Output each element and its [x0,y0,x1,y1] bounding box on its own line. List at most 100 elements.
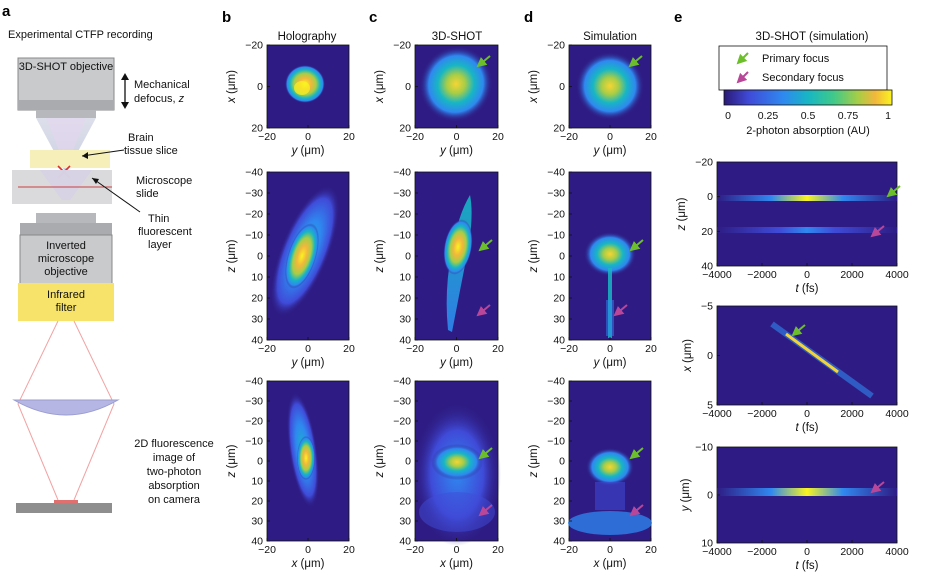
x-tick-label: −20 [258,544,276,556]
x-tick-label: 20 [343,544,355,556]
legend-primary: Primary focus [762,53,830,65]
y-tick-label: −20 [695,157,713,169]
x-axis-label: y (μm) [291,357,325,369]
panel-a-schematic: Experimental CTFP recording 3D-SHOT obje… [8,29,214,513]
axes-layer: −20 0 20 −20 0 20 y (μm) x (μm) −20 0 20 −20 0 20 y (μ… [226,40,909,573]
y-tick-label: 0 [405,251,411,263]
y-tick-label: −40 [547,376,565,388]
panel-letter-c: c [369,9,377,26]
holography-yz-focus [285,223,319,289]
x-axis-label: y (μm) [439,357,473,369]
camera-sensor [16,503,112,513]
colorbar-tick-label: 1 [885,110,891,122]
x-axis-label: x (μm) [291,558,325,570]
y-tick-label: 0 [257,81,263,93]
y-tick-label: −20 [245,416,263,428]
x-tick-label: 0 [804,408,810,420]
y-tick-label: −5 [701,301,713,313]
e3-secondary-arrow-icon [870,481,885,494]
plot-e-tx-axes: −4000 −2000 0 2000 4000 −5 0 5 t (fs) x (μm) [682,301,909,435]
c1-primary-arrow-icon [476,55,491,68]
infrared-filter-label: Infrared filter [47,289,85,314]
y-tick-label: 0 [559,81,565,93]
y-tick-label: 20 [251,496,263,508]
x-tick-label: −20 [406,544,424,556]
plot-e-ty [716,446,898,544]
colorbar-tick-label: 0.25 [758,110,779,122]
plot-d-xz [568,380,652,542]
plot-e-tz-axes: −4000 −2000 0 2000 4000 −20 0 20 40 t (fs) z (μm) [676,157,909,296]
x-tick-label: −4000 [702,269,732,281]
microscope-slide-label: Microscope slide [136,175,192,200]
x-tick-label: 0 [305,544,311,556]
y-axis-label: x (μm) [682,339,694,373]
e-tz-primary [717,195,897,201]
plot-c-yz-axes: −20 0 20 −40 −30 −20 −10 0 10 20 30 40 y (μm) z (μm) [374,167,504,370]
y-tick-label: 20 [701,226,713,238]
mech-defocus-line1: Mechanical [134,79,190,91]
y-tick-label: −20 [547,209,565,221]
shot-yz-focus [443,219,473,275]
x-tick-label: 20 [492,343,504,355]
y-tick-label: −30 [393,396,411,408]
x-tick-label: 0 [607,131,613,143]
y-tick-label: 40 [251,536,263,548]
panel-letter-e: e [674,9,682,26]
x-tick-label: 20 [492,131,504,143]
y-tick-label: −40 [245,167,263,179]
plot-b-xz [266,380,350,542]
objective-top-label: 3D-SHOT objective [19,61,114,73]
plot-d-yz-axes: −20 0 20 −40 −30 −20 −10 0 10 20 30 40 y (μm) z (μm) [528,167,657,370]
y-axis-label: z (μm) [528,239,540,273]
x-tick-label: −2000 [747,408,777,420]
d2-primary-arrow-icon [629,239,644,252]
x-tick-label: −20 [560,544,578,556]
plot-e-tz [716,161,898,267]
inverted-objective-body [19,234,113,288]
colorbar-tick-label: 0 [725,110,731,122]
x-tick-label: 20 [645,343,657,355]
shot-xy-spot [419,46,493,122]
x-tick-label: 20 [492,544,504,556]
plot-d-xz-axes: −20 0 20 −40 −30 −20 −10 0 10 20 30 40 x (μm) z (μm) [528,376,657,571]
top-objective-nose [36,110,96,118]
y-axis-label: z (μm) [226,444,238,478]
e1-primary-arrow-icon [886,185,901,198]
y-axis-label: z (μm) [226,239,238,273]
y-tick-label: 40 [701,261,713,273]
y-tick-label: 0 [707,191,713,203]
y-tick-label: 40 [553,335,565,347]
y-tick-label: 30 [399,314,411,326]
plot-c-xy [414,44,499,129]
y-tick-label: 10 [399,272,411,284]
brain-slice [30,150,110,168]
plot-c-xz [413,380,501,546]
secondary-arrow-icon [736,71,749,84]
x-tick-label: 0 [305,131,311,143]
y-tick-label: 0 [707,350,713,362]
x-tick-label: −2000 [747,269,777,281]
x-tick-label: 2000 [840,269,864,281]
x-tick-label: 0 [607,343,613,355]
e2-primary-arrow-icon [791,324,806,337]
e-ty-primary [717,488,897,496]
x-axis-label: t (fs) [795,422,818,434]
panel-letter-b: b [222,9,231,26]
inverted-objective-label: Inverted microscope objective [38,240,94,278]
y-axis-label: x (μm) [226,70,238,104]
x-tick-label: 4000 [885,408,909,420]
x-tick-label: 2000 [840,546,864,558]
y-tick-label: 10 [399,476,411,488]
legend: Primary focus Secondary focus [718,45,888,91]
x-tick-label: 0 [607,544,613,556]
plot-b-yz [266,171,350,341]
holography-xz-focus [297,436,315,480]
y-tick-label: 0 [559,251,565,263]
colorbar-label: 2-photon absorption (AU) [746,125,870,137]
sim-xy-spot [576,52,644,120]
sim-xz-focus [586,448,634,486]
y-tick-label: 30 [251,516,263,528]
y-tick-label: 30 [251,314,263,326]
